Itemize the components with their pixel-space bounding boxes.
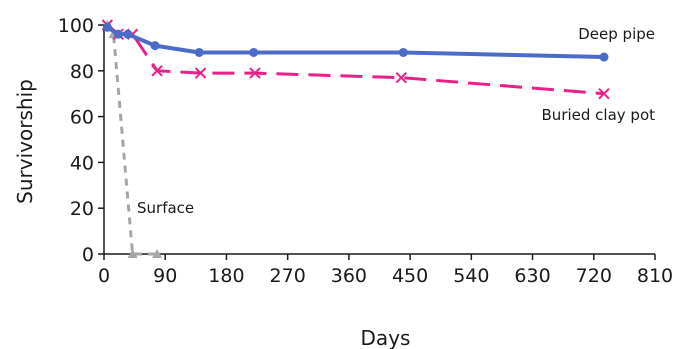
data-point-deep-pipe-1: [113, 29, 123, 39]
data-point-surface-2: [127, 249, 138, 258]
series-surface: [102, 20, 163, 258]
y-tick-label-40: 40: [70, 152, 94, 174]
y-tick-label-20: 20: [70, 198, 94, 220]
x-tick-label-270: 270: [270, 265, 306, 287]
y-tick-label-0: 0: [82, 244, 94, 266]
data-point-deep-pipe-2: [123, 29, 133, 39]
data-point-buried-clay-pot-3: [151, 65, 163, 77]
y-tick-label-80: 80: [70, 61, 94, 83]
data-point-deep-pipe-6: [398, 47, 408, 57]
y-tick-label-100: 100: [58, 15, 94, 37]
x-tick-label-360: 360: [331, 265, 367, 287]
labels: Days Survivorship Deep pipe Buried clay …: [13, 25, 655, 349]
data-point-surface-3: [152, 249, 163, 258]
series-line-surface: [106, 24, 158, 256]
data-point-buried-clay-pot-7: [598, 87, 610, 100]
x-tick-label-540: 540: [453, 265, 489, 287]
data-point-deep-pipe-3: [150, 41, 160, 51]
x-tick-label-630: 630: [514, 265, 550, 287]
series-line-deep-pipe: [106, 25, 605, 60]
data-point-deep-pipe-0: [102, 22, 112, 32]
axes: [103, 25, 655, 255]
series-label-surface: Surface: [137, 199, 194, 217]
x-tick-label-720: 720: [576, 265, 612, 287]
data-point-buried-clay-pot-4: [194, 67, 207, 79]
series-label-buried-clay-pot: Buried clay pot: [542, 106, 656, 124]
y-tick-label-60: 60: [70, 107, 94, 129]
data-point-deep-pipe-4: [194, 47, 204, 57]
x-tick-label-810: 810: [637, 265, 673, 287]
series-line-buried-clay-pot: [106, 23, 605, 96]
x-tick-label-450: 450: [392, 265, 428, 287]
x-axis-title: Days: [361, 326, 411, 349]
y-axis-title: Survivorship: [13, 79, 37, 204]
series-label-deep-pipe: Deep pipe: [578, 25, 655, 43]
data-point-deep-pipe-5: [249, 47, 259, 57]
x-tick-label-90: 90: [153, 265, 177, 287]
x-tick-label-180: 180: [208, 265, 244, 287]
ticks: 0 90 180 270 360 450 540 630 720 810 0 20 40 60 80 100: [58, 15, 673, 287]
data-point-buried-clay-pot-5: [249, 67, 261, 79]
series-group: [101, 19, 610, 258]
data-point-buried-clay-pot-6: [395, 71, 407, 84]
series-deep-pipe: [102, 22, 609, 62]
series-buried-clay-pot: [101, 19, 610, 100]
x-tick-label-0: 0: [98, 265, 110, 287]
data-point-deep-pipe-7: [599, 52, 609, 62]
